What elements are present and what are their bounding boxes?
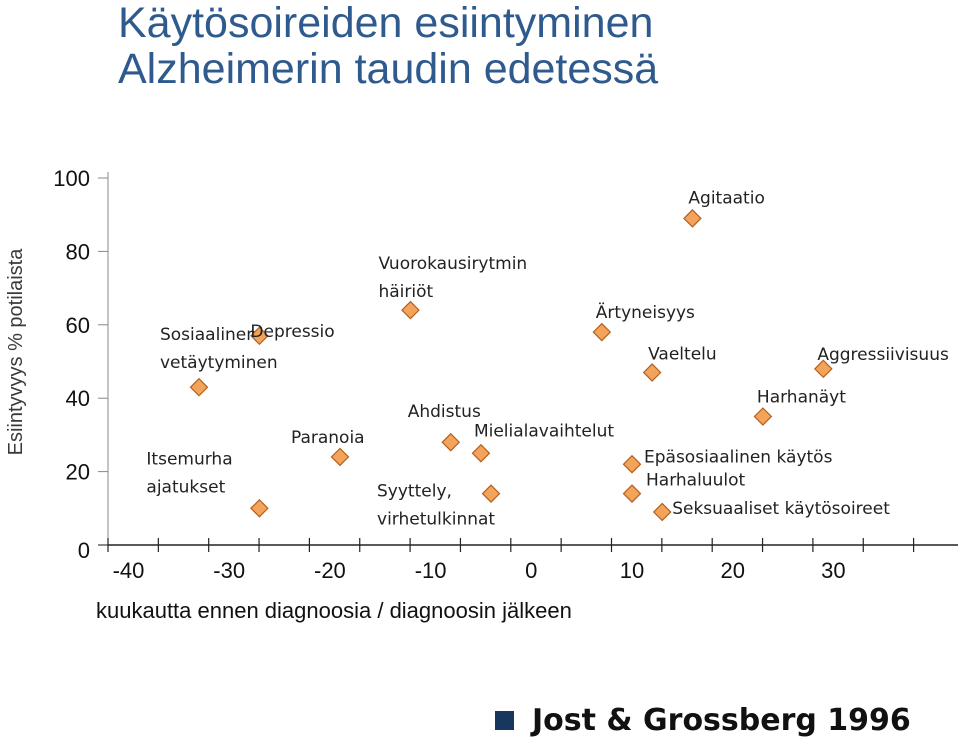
point-label: Mielialavaihtelut: [474, 421, 614, 441]
title-line-2: Alzheimerin taudin edetessä: [118, 45, 659, 93]
data-point: Epäsosiaalinen käytös: [622, 447, 833, 474]
data-point: Syyttely, virhetulkinnat: [377, 482, 501, 530]
data-point: Harhaluulot: [622, 471, 745, 503]
diamond-marker: [642, 363, 662, 382]
point-label: Harhaluulot: [646, 471, 745, 491]
bullet-square-icon: [495, 711, 514, 730]
diamond-marker: [330, 447, 350, 467]
data-point: Ahdistus: [408, 402, 481, 452]
diamond-marker: [622, 484, 642, 503]
point-label: Sosiaalinen vetäytyminen: [160, 325, 278, 373]
data-point: Aggressiivisuus: [813, 345, 949, 379]
point-label: Aggressiivisuus: [817, 345, 949, 365]
y-tick-label: 40: [66, 386, 90, 411]
x-ticks: -40 -30 -20 -10 0 10 20 30: [107, 538, 915, 583]
data-point: Depressio: [250, 322, 335, 346]
diamond-marker: [753, 407, 773, 426]
data-point: Mielialavaihtelut: [471, 421, 614, 463]
y-tick-label: 100: [53, 166, 90, 191]
point-label: Seksuaaliset käytösoireet: [672, 499, 890, 519]
point-label: Itsemurha ajatukset: [146, 449, 232, 497]
diamond-marker: [441, 432, 461, 452]
title-line-1: Käytösoireiden esiintyminen: [118, 0, 654, 47]
source-text: Jost & Grossberg 1996: [532, 703, 911, 738]
diamond-marker: [683, 209, 702, 228]
x-tick-label: -20: [314, 558, 346, 583]
y-axis-label: Esiintyvyys % potilaista: [5, 248, 27, 456]
y-tick-label: 80: [66, 239, 90, 264]
point-label: Epäsosiaalinen käytös: [644, 447, 833, 467]
diamond-marker: [250, 326, 269, 346]
data-point: Ärtyneisyys: [592, 302, 695, 342]
x-tick-label: 10: [620, 558, 644, 583]
y-tick-label: 20: [66, 460, 90, 485]
x-axis-label: kuukautta ennen diagnoosia / diagnoosin …: [96, 598, 572, 623]
x-tick-label: 20: [720, 558, 744, 583]
slide-title: Käytösoireiden esiintyminen Alzheimerin …: [118, 0, 658, 92]
data-points: Itsemurha ajatukset Sosiaalinen vetäytymine…: [146, 188, 949, 529]
diamond-marker: [250, 498, 269, 518]
y-tick-label: 60: [66, 313, 90, 338]
x-tick-label: -40: [113, 558, 145, 583]
x-tick-label: 30: [821, 558, 845, 583]
point-label: Agitaatio: [688, 188, 764, 208]
data-point: Agitaatio: [683, 188, 765, 228]
point-label: Ahdistus: [408, 402, 481, 422]
data-point: Sosiaalinen vetäytyminen: [160, 325, 278, 397]
data-point: Seksuaaliset käytösoireet: [652, 499, 890, 522]
data-point: Harhanäyt: [753, 388, 846, 426]
diamond-marker: [471, 443, 491, 463]
source-citation: Jost & Grossberg 1996: [495, 703, 911, 738]
diamond-marker: [592, 322, 612, 342]
diamond-marker: [622, 454, 642, 474]
y-ticks: 0 20 40 60 80 100: [53, 166, 108, 563]
diamond-marker: [481, 484, 501, 503]
y-tick-label: 0: [78, 538, 90, 563]
diamond-marker: [189, 377, 209, 397]
point-label: Depressio: [250, 322, 334, 342]
diamond-marker: [401, 300, 420, 320]
diamond-marker: [813, 359, 833, 379]
x-tick-label: 0: [525, 558, 537, 583]
data-point: Vaeltelu: [642, 345, 717, 382]
point-label: Vaeltelu: [648, 345, 717, 365]
point-label: Vuorokausirytmin häiriöt: [378, 254, 527, 302]
point-label: Ärtyneisyys: [596, 302, 695, 323]
data-point: Itsemurha ajatukset: [146, 449, 269, 518]
x-tick-label: -30: [213, 558, 245, 583]
point-label: Syyttely, virhetulkinnat: [377, 482, 495, 530]
diamond-marker: [652, 502, 672, 522]
point-label: Paranoia: [291, 428, 365, 448]
x-tick-label: -10: [415, 558, 447, 583]
data-point: Paranoia: [291, 428, 365, 467]
point-label: Harhanäyt: [757, 388, 846, 408]
data-point: Vuorokausirytmin häiriöt: [378, 254, 527, 320]
